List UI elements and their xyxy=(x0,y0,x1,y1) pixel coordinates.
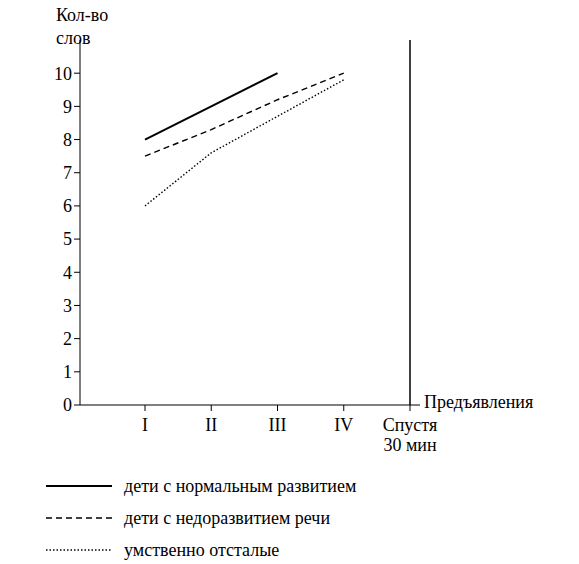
svg-text:4: 4 xyxy=(63,263,72,283)
svg-text:3: 3 xyxy=(63,296,72,316)
svg-text:1: 1 xyxy=(63,362,72,382)
html-text:дети с недоразвитием речи: дети с недоразвитием речи xyxy=(124,507,330,528)
svg-text:Спустя: Спустя xyxy=(383,415,438,435)
svg-text:30 мин: 30 мин xyxy=(383,435,437,455)
html-text:Кол-во: Кол-во xyxy=(56,5,109,25)
svg-text:8: 8 xyxy=(63,130,72,150)
svg-text:9: 9 xyxy=(63,97,72,117)
html-text:умственно отсталые: умственно отсталые xyxy=(124,539,280,560)
svg-text:2: 2 xyxy=(63,329,72,349)
svg-text:III: III xyxy=(269,415,287,435)
html-text:слов: слов xyxy=(56,28,91,48)
svg-text:6: 6 xyxy=(63,196,72,216)
svg-text:II: II xyxy=(205,415,217,435)
svg-text:IV: IV xyxy=(334,415,353,435)
svg-text:0: 0 xyxy=(63,395,72,415)
html-text:дети с нормальным развитием: дети с нормальным развитием xyxy=(124,475,357,496)
svg-text:5: 5 xyxy=(63,229,72,249)
svg-text:10: 10 xyxy=(54,64,72,84)
svg-text:I: I xyxy=(142,415,148,435)
svg-text:7: 7 xyxy=(63,163,72,183)
html-text:Предъявления: Предъявления xyxy=(424,392,534,412)
